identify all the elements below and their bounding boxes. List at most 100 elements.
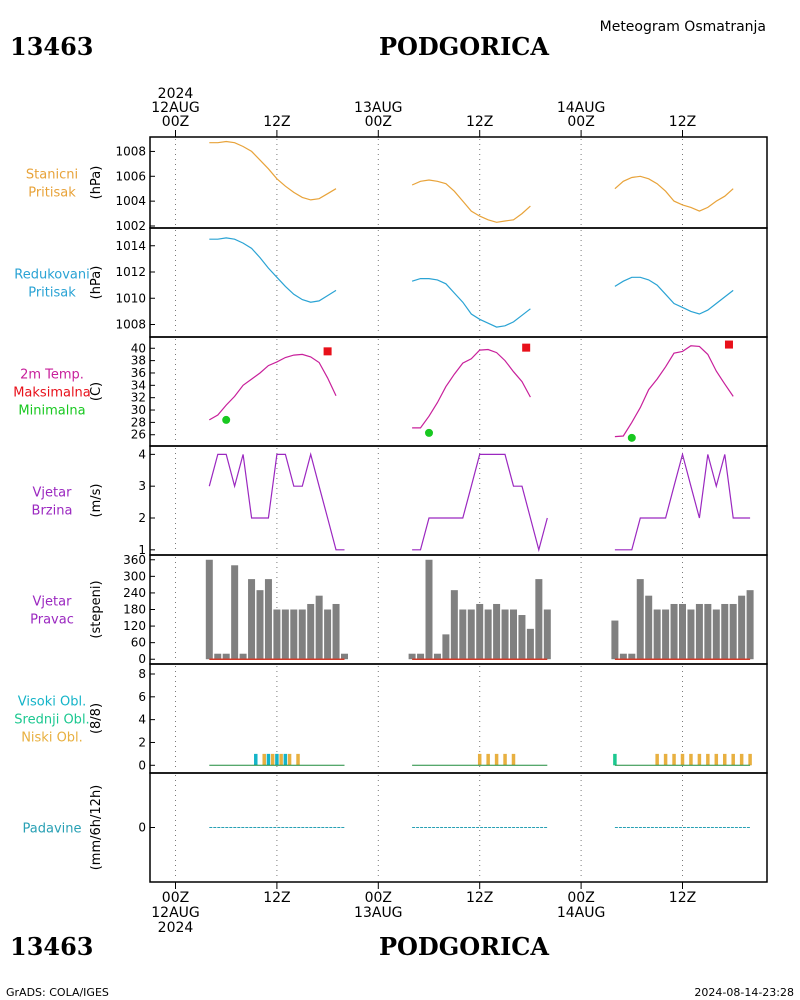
time-label-top: 13AUG (354, 100, 403, 116)
bar (680, 753, 685, 766)
y-tick-label: 1010 (115, 291, 146, 305)
bar (655, 753, 659, 766)
y-tick-label: 30 (131, 403, 146, 417)
series-line (411, 179, 531, 223)
time-label-top: 00Z (162, 114, 189, 130)
bar (315, 595, 323, 660)
panel-label: Visoki Obl. (18, 695, 86, 710)
bar (697, 753, 702, 766)
y-tick-label: 1 (138, 543, 146, 557)
bar (739, 753, 744, 766)
time-label-top: 2024 (158, 86, 194, 102)
bar (417, 653, 425, 660)
bar (535, 579, 543, 660)
bar (689, 753, 693, 766)
bar (254, 753, 258, 766)
bar (298, 609, 306, 660)
panel-label: Srednji Obl. (14, 713, 89, 728)
bar (503, 753, 507, 766)
y-tick-label: 1008 (115, 144, 146, 158)
bar (341, 653, 348, 660)
time-label-top: 14AUG (557, 100, 606, 116)
series-line (209, 353, 337, 421)
bar (723, 753, 727, 766)
bar (442, 634, 450, 660)
y-tick-label: 4 (138, 713, 146, 727)
y-tick-label: 1012 (115, 265, 146, 279)
station-id-bottom: 13463 (10, 932, 94, 961)
bar (484, 609, 492, 660)
bar (613, 753, 617, 766)
bar (628, 653, 636, 660)
y-tick-label: 38 (131, 354, 146, 368)
bar (721, 603, 729, 660)
bar (731, 753, 735, 766)
y-tick-label: 1006 (115, 169, 146, 183)
bar (619, 653, 627, 660)
time-label-bottom: 00Z (365, 890, 392, 906)
y-tick-label: 1004 (115, 194, 146, 208)
y-tick-label: 60 (131, 636, 146, 650)
bar (493, 603, 501, 660)
bar (663, 753, 668, 766)
bar (279, 753, 283, 766)
min-temp-marker (222, 415, 231, 424)
series-line (411, 278, 531, 328)
station-name-bottom: PODGORICA (379, 932, 549, 961)
series-line (412, 348, 531, 429)
time-label-bottom: 12Z (466, 890, 493, 906)
y-tick-label: 1008 (115, 318, 146, 332)
time-label-bottom: 12AUG (151, 905, 200, 921)
time-label-top: 12Z (466, 114, 493, 130)
bar (611, 620, 619, 660)
panel-redukovani: 1008 1010 1012 1014 (hPa)Redukovani Pritisak (14, 227, 768, 338)
panel-label: Niski Obl. (21, 731, 83, 746)
bar (706, 753, 710, 766)
product-title: Meteogram Osmatranja (600, 19, 766, 35)
panel-label: Vjetar (33, 595, 73, 610)
panel-label: Pravac (30, 613, 74, 628)
bar (518, 615, 526, 660)
bar (645, 595, 653, 660)
bar (670, 603, 678, 660)
bar (712, 609, 720, 660)
panel-label: Pritisak (28, 186, 76, 201)
bar (729, 603, 737, 660)
bar (281, 609, 289, 660)
bar (324, 609, 332, 660)
y-tick-label: 36 (131, 366, 146, 380)
y-tick-label: 28 (131, 415, 146, 429)
y-tick-label: 300 (123, 569, 146, 583)
panel-label: Padavine (23, 822, 82, 837)
time-label-bottom: 00Z (162, 890, 189, 906)
series-line (209, 140, 337, 201)
time-label-bottom: 2024 (158, 920, 194, 936)
y-tick-label: 1014 (115, 239, 146, 253)
y-tick-label: 32 (131, 391, 146, 405)
panel-oblaci: 0 2 4 6 8 (8/8)Visoki Obl. Srednji Obl. Niski O… (14, 663, 768, 774)
panel-label: Maksimalna (13, 386, 91, 401)
panel-frame (149, 772, 768, 883)
bar (270, 753, 275, 766)
bar (222, 653, 230, 660)
y-axis-label: (hPa) (89, 266, 104, 300)
bar (296, 753, 300, 766)
panel-label: 2m Temp. (20, 368, 84, 383)
bar (662, 609, 670, 660)
panel-label: Redukovani (14, 268, 89, 283)
time-label-bottom: 00Z (567, 890, 594, 906)
panel-label: Vjetar (33, 486, 73, 501)
bar (450, 590, 458, 660)
bar (494, 753, 499, 766)
bar (714, 753, 719, 766)
panel-vjetar_pravac: 0 60 120 180 240 300 360 (stepeni) Vjetar Pravac (30, 553, 768, 666)
source-credit: GrADS: COLA/IGES (6, 986, 109, 999)
time-label-bottom: 12Z (263, 890, 290, 906)
y-tick-label: 6 (138, 690, 146, 704)
panel-stanicni: 1002 1004 1006 1008 (hPa) Stanicni Pritisak (26, 136, 768, 233)
bar (248, 579, 256, 660)
y-tick-label: 4 (138, 447, 146, 461)
time-label-top: 12Z (669, 114, 696, 130)
